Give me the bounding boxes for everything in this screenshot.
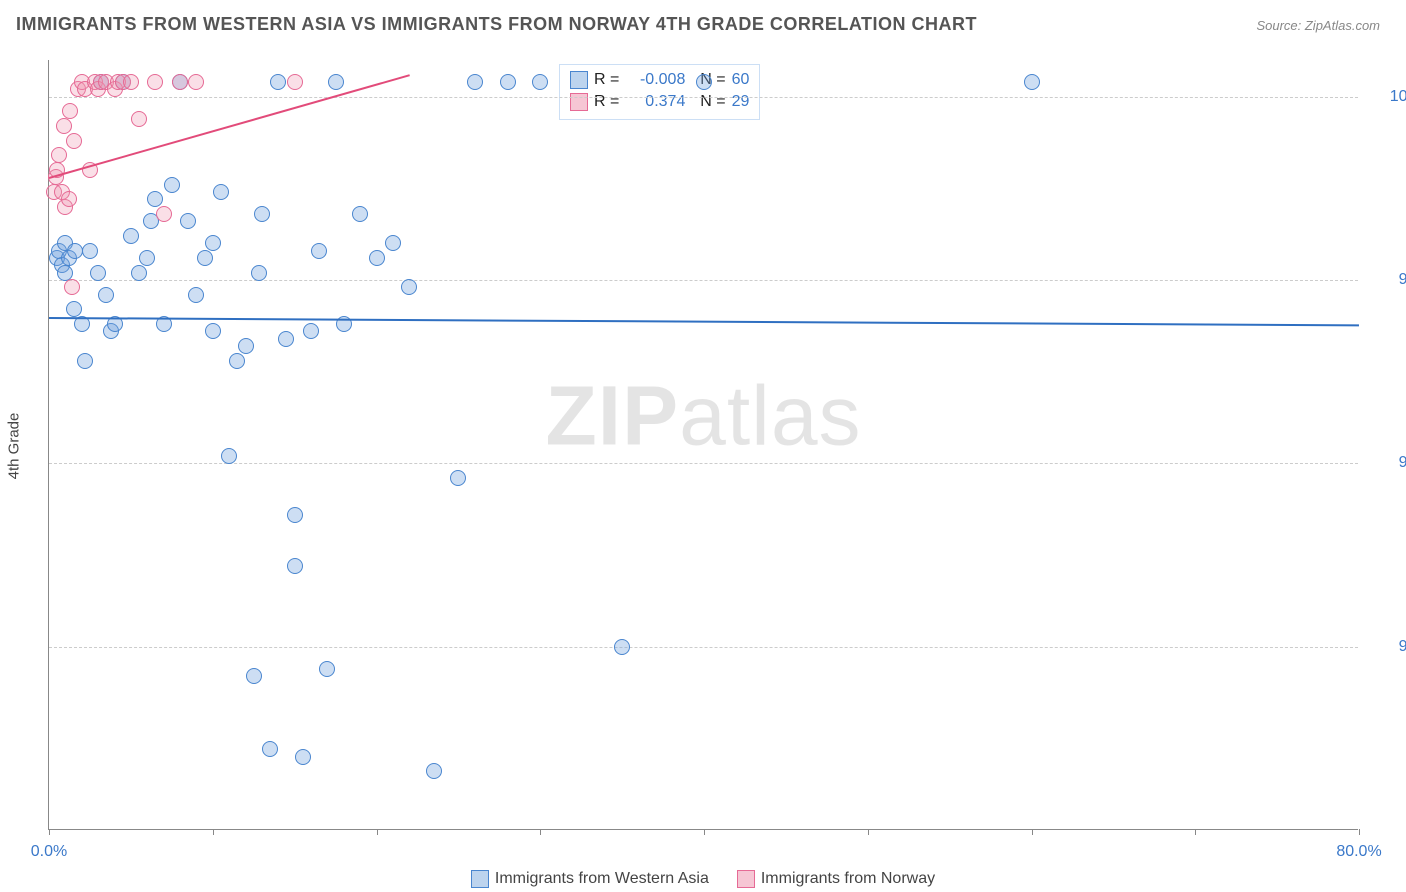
scatter-point-pink xyxy=(287,74,303,90)
stats-legend-box: R = -0.008 N = 60R = 0.374 N = 29 xyxy=(559,64,760,120)
scatter-point-blue xyxy=(205,323,221,339)
scatter-point-blue xyxy=(295,749,311,765)
scatter-point-blue xyxy=(401,279,417,295)
scatter-point-blue xyxy=(369,250,385,266)
scatter-point-blue xyxy=(319,661,335,677)
scatter-point-blue xyxy=(352,206,368,222)
y-tick-label: 97.5% xyxy=(1364,271,1406,289)
scatter-point-blue xyxy=(254,206,270,222)
scatter-point-blue xyxy=(77,353,93,369)
scatter-point-pink xyxy=(66,133,82,149)
legend-swatch-blue xyxy=(570,71,588,89)
scatter-point-pink xyxy=(131,111,147,127)
scatter-point-blue xyxy=(532,74,548,90)
scatter-point-blue xyxy=(696,74,712,90)
scatter-point-pink xyxy=(56,118,72,134)
scatter-point-blue xyxy=(180,213,196,229)
scatter-point-blue xyxy=(328,74,344,90)
legend-swatch-blue xyxy=(471,870,489,888)
legend-swatch-pink xyxy=(737,870,755,888)
scatter-point-blue xyxy=(238,338,254,354)
scatter-point-blue xyxy=(98,287,114,303)
scatter-point-blue xyxy=(311,243,327,259)
scatter-point-blue xyxy=(500,74,516,90)
scatter-point-blue xyxy=(614,639,630,655)
scatter-point-blue xyxy=(229,353,245,369)
scatter-point-blue xyxy=(262,741,278,757)
scatter-point-pink xyxy=(61,191,77,207)
scatter-point-blue xyxy=(450,470,466,486)
scatter-point-pink xyxy=(64,279,80,295)
x-tick xyxy=(377,829,378,835)
scatter-point-blue xyxy=(426,763,442,779)
scatter-point-blue xyxy=(90,265,106,281)
gridline xyxy=(49,97,1358,98)
x-tick-label: 80.0% xyxy=(1336,843,1381,861)
scatter-point-blue xyxy=(67,243,83,259)
scatter-point-blue xyxy=(467,74,483,90)
scatter-point-blue xyxy=(303,323,319,339)
scatter-point-blue xyxy=(270,74,286,90)
scatter-point-pink xyxy=(188,74,204,90)
page-title: IMMIGRANTS FROM WESTERN ASIA VS IMMIGRAN… xyxy=(16,14,977,35)
scatter-point-blue xyxy=(287,558,303,574)
scatter-point-blue xyxy=(287,507,303,523)
scatter-point-pink xyxy=(172,74,188,90)
stats-row-pink: R = 0.374 N = 29 xyxy=(570,91,749,113)
y-tick-label: 92.5% xyxy=(1364,638,1406,656)
scatter-point-blue xyxy=(221,448,237,464)
x-tick xyxy=(540,829,541,835)
x-tick xyxy=(1032,829,1033,835)
x-tick xyxy=(868,829,869,835)
scatter-point-blue xyxy=(139,250,155,266)
scatter-point-pink xyxy=(62,103,78,119)
gridline xyxy=(49,463,1358,464)
chart-plot-area: ZIPatlas R = -0.008 N = 60R = 0.374 N = … xyxy=(48,60,1358,830)
scatter-point-blue xyxy=(147,191,163,207)
x-tick xyxy=(704,829,705,835)
scatter-point-blue xyxy=(197,250,213,266)
y-tick-label: 95.0% xyxy=(1364,454,1406,472)
scatter-point-blue xyxy=(188,287,204,303)
scatter-point-blue xyxy=(213,184,229,200)
scatter-point-blue xyxy=(123,228,139,244)
x-tick-label: 0.0% xyxy=(31,843,67,861)
scatter-point-blue xyxy=(82,243,98,259)
x-tick xyxy=(1195,829,1196,835)
gridline xyxy=(49,647,1358,648)
scatter-point-blue xyxy=(1024,74,1040,90)
scatter-point-blue xyxy=(278,331,294,347)
legend-item-pink: Immigrants from Norway xyxy=(737,870,935,888)
x-tick xyxy=(49,829,50,835)
scatter-point-blue xyxy=(385,235,401,251)
series-legend: Immigrants from Western Asia Immigrants f… xyxy=(0,870,1406,888)
scatter-point-pink xyxy=(147,74,163,90)
x-tick xyxy=(213,829,214,835)
gridline xyxy=(49,280,1358,281)
scatter-point-blue xyxy=(246,668,262,684)
legend-label: Immigrants from Norway xyxy=(761,870,935,888)
watermark: ZIPatlas xyxy=(545,367,861,464)
trend-line-blue xyxy=(49,317,1359,326)
legend-item-blue: Immigrants from Western Asia xyxy=(471,870,709,888)
stats-row-blue: R = -0.008 N = 60 xyxy=(570,69,749,91)
scatter-point-pink xyxy=(51,147,67,163)
scatter-point-blue xyxy=(251,265,267,281)
scatter-point-blue xyxy=(131,265,147,281)
scatter-point-blue xyxy=(57,265,73,281)
source-label: Source: ZipAtlas.com xyxy=(1256,18,1380,33)
scatter-point-pink xyxy=(156,206,172,222)
y-axis-label: 4th Grade xyxy=(6,413,23,480)
y-tick-label: 100.0% xyxy=(1364,88,1406,106)
scatter-point-blue xyxy=(66,301,82,317)
legend-label: Immigrants from Western Asia xyxy=(495,870,709,888)
scatter-point-blue xyxy=(164,177,180,193)
scatter-point-pink xyxy=(123,74,139,90)
scatter-point-blue xyxy=(205,235,221,251)
x-tick xyxy=(1359,829,1360,835)
